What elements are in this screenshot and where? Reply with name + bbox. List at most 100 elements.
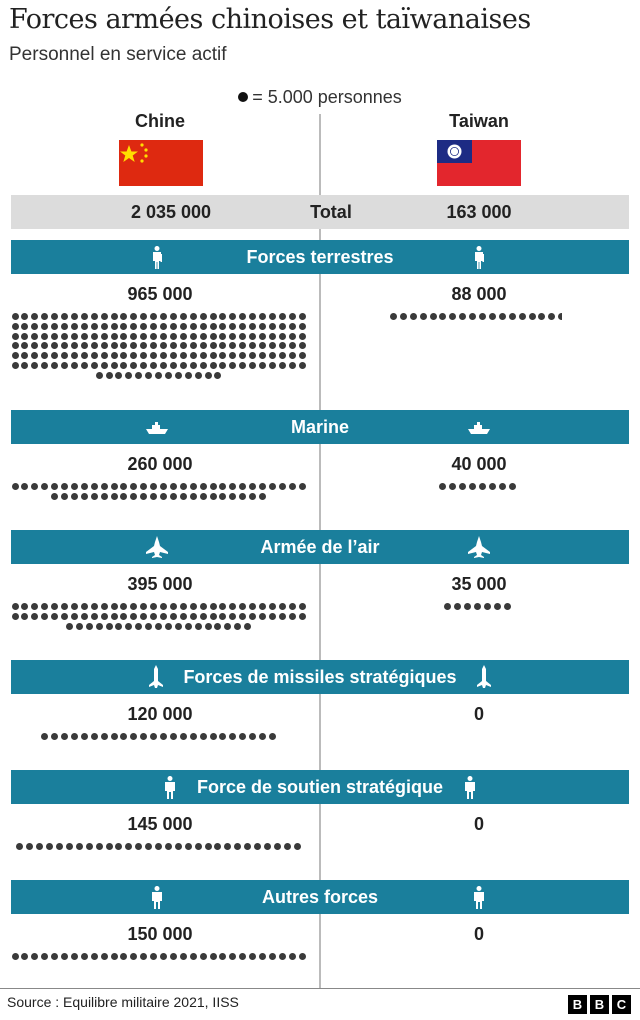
person-dot [249, 313, 257, 320]
person-dot [110, 612, 118, 620]
person-dot [110, 352, 118, 360]
person-dot [199, 953, 207, 960]
person-dot [259, 362, 266, 369]
person-dot [169, 612, 177, 620]
person-dot [249, 332, 257, 340]
person-dot [105, 371, 113, 379]
total-row: 2 035 000 Total 163 000 [11, 195, 629, 229]
person-dot [41, 322, 49, 330]
person-dot [184, 622, 192, 630]
person-dot [199, 352, 207, 360]
person-dot [160, 322, 167, 330]
person-dot [239, 322, 247, 330]
person-dot [100, 352, 108, 360]
person-dot [278, 362, 286, 369]
person-dot [41, 953, 49, 960]
person-dot [268, 603, 276, 610]
person-dot [199, 733, 207, 740]
person-icon [145, 885, 169, 909]
person-dot [259, 953, 266, 960]
person-dot [51, 733, 59, 740]
person-dot [80, 612, 88, 620]
person-dot [439, 313, 447, 320]
person-dot [263, 843, 271, 850]
value-china: 150 000 [127, 924, 193, 944]
person-dot [120, 492, 128, 500]
category-label: Armée de l’air [260, 537, 380, 557]
person-dot [31, 322, 39, 330]
country-label-taiwan: Taiwan [449, 111, 509, 131]
person-dot [90, 612, 98, 620]
person-dot [11, 342, 19, 350]
person-dot [41, 603, 49, 610]
person-dot [239, 483, 247, 490]
person-dot [70, 483, 78, 490]
person-dot [135, 371, 143, 379]
person-dot [268, 332, 276, 340]
person-dot [268, 313, 276, 320]
person-dot [479, 313, 486, 320]
person-dot [130, 313, 138, 320]
person-dot [80, 332, 88, 340]
person-dot [209, 322, 217, 330]
person-dot [61, 332, 68, 340]
person-dot [469, 313, 477, 320]
person-dot [209, 352, 217, 360]
person-dot [75, 622, 83, 630]
person-dot [498, 313, 506, 320]
person-dot [140, 332, 148, 340]
person-dot [219, 483, 227, 490]
person-dot [150, 352, 158, 360]
person-dot [140, 352, 148, 360]
value-taiwan: 0 [473, 814, 484, 834]
person-dot [70, 362, 78, 369]
person-dot [259, 492, 266, 500]
person-dot [51, 332, 59, 340]
category-label: Forces terrestres [246, 247, 394, 267]
person-dot [488, 483, 496, 490]
person-dot [130, 492, 138, 500]
person-dot [100, 362, 108, 369]
person-dot [90, 332, 98, 340]
person-dot [120, 313, 128, 320]
person-dot [254, 843, 262, 850]
person-dot [21, 322, 29, 330]
person-dot [140, 612, 148, 620]
person-dot [31, 603, 39, 610]
person-dot [209, 362, 217, 369]
person-dot [155, 622, 163, 630]
person-dot [268, 342, 276, 350]
person-dot [51, 352, 59, 360]
person-dot [130, 362, 138, 369]
person-dot [179, 612, 187, 620]
person-dot [169, 362, 177, 369]
person-dot [209, 612, 217, 620]
person-dot [160, 332, 167, 340]
person-dot [184, 843, 192, 850]
person-dot [214, 843, 222, 850]
person-dot [160, 603, 167, 610]
person-dot [120, 362, 128, 369]
person-dot [474, 603, 482, 610]
person-dot [199, 492, 207, 500]
person-dot [160, 953, 167, 960]
total-china: 2 035 000 [130, 202, 212, 222]
person-dot [209, 492, 217, 500]
value-taiwan: 88 000 [451, 284, 507, 304]
person-dot [288, 332, 296, 340]
person-dot [209, 313, 217, 320]
person-dot [219, 322, 227, 330]
legend-text: = 5.000 personnes [252, 87, 402, 107]
person-dot [70, 612, 78, 620]
person-dot [70, 313, 78, 320]
person-dot [229, 483, 237, 490]
person-dot [140, 313, 148, 320]
person-dot [179, 322, 187, 330]
person-dot [21, 612, 29, 620]
person-dot [283, 843, 291, 850]
source-note: Source : Equilibre militaire 2021, IISS [7, 994, 239, 1010]
person-dot [160, 362, 167, 369]
value-china: 260 000 [127, 454, 193, 474]
person-dot [120, 322, 128, 330]
person-dot [150, 483, 158, 490]
